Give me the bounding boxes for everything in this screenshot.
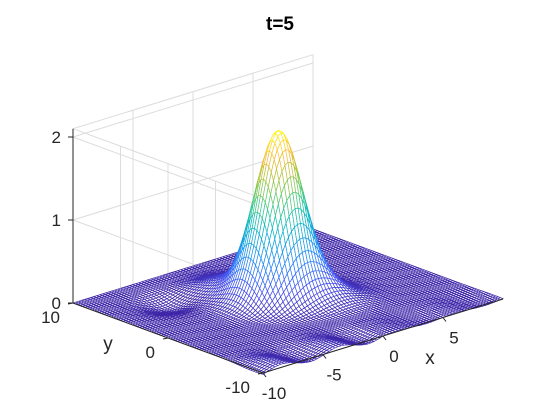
surface-mesh (71, 129, 504, 375)
grid-line (72, 62, 314, 138)
grid-line (72, 54, 314, 130)
grid-line (72, 136, 264, 208)
grid-line (72, 128, 264, 200)
